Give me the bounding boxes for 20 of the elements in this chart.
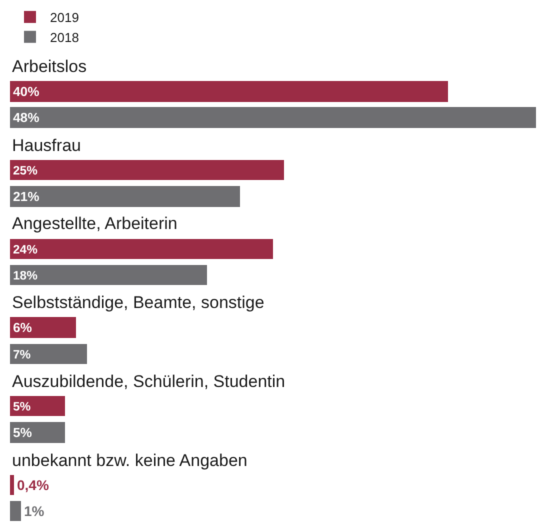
data-label: 1% [24,503,45,519]
data-label: 21% [13,189,40,204]
data-label: 18% [13,268,38,282]
y-tick-label: Angestellte, Arbeiterin [12,214,178,233]
y-tick-label: unbekannt bzw. keine Angaben [12,451,248,470]
data-label: 48% [13,110,40,126]
data-label: 24% [13,242,38,256]
y-tick-label: Selbstständige, Beamte, sonstige [12,293,264,312]
data-label: 5% [13,425,32,440]
data-label: 5% [12,399,31,414]
data-label: 0,4% [17,477,50,493]
legend-label: 2019 [50,10,79,26]
y-tick-label: Auszubildende, Schülerin, Studentin [12,372,286,391]
data-label: 40% [13,84,40,100]
data-label: 25% [13,163,38,178]
data-label: 6% [13,320,32,336]
legend-label: 2018 [50,30,79,45]
data-label: 7% [12,347,31,362]
y-tick-label: Arbeitslos [12,57,87,76]
y-tick-label: Hausfrau [12,136,81,155]
